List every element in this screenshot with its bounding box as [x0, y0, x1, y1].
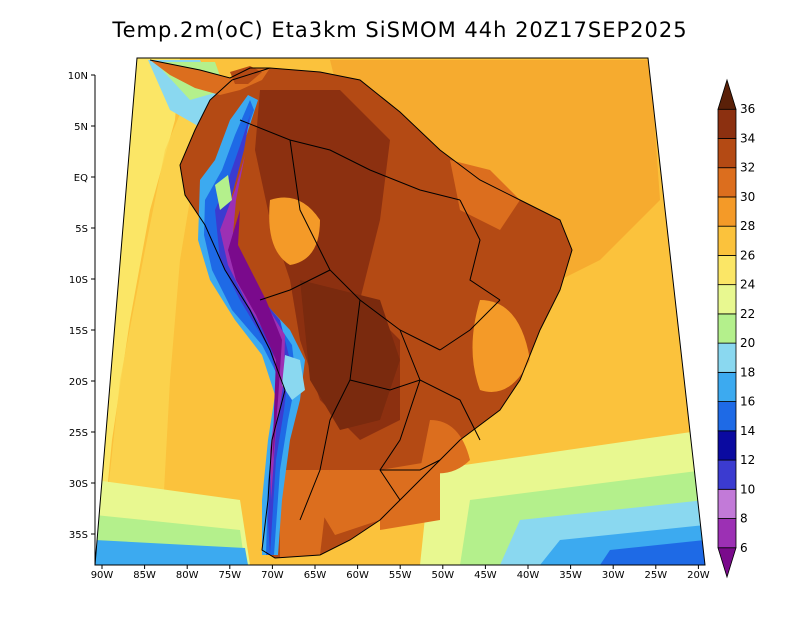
colorbar-bin: [717, 430, 737, 461]
colorbar-tick-label: 16: [740, 395, 755, 409]
colorbar-bin: [717, 78, 737, 110]
colorbar-bin: [717, 255, 737, 286]
temperature-field: [95, 58, 705, 565]
colorbar-bin: [717, 518, 737, 549]
colorbar-bin: [717, 284, 737, 315]
colorbar-bin: [717, 459, 737, 490]
lon-tick-label: 65W: [304, 570, 327, 581]
colorbar-bin: [717, 488, 737, 519]
colorbar-bin: [717, 547, 737, 579]
lat-tick-label: EQ: [74, 173, 88, 184]
map-title: Temp.2m(oC) Eta3km SiSMOM 44h 20Z17SEP20…: [112, 18, 688, 42]
colorbar-tick-label: 22: [740, 307, 755, 321]
lon-tick-label: 40W: [517, 570, 540, 581]
lon-tick-label: 50W: [431, 570, 454, 581]
colorbar-tick-label: 30: [740, 190, 755, 204]
lon-tick-label: 30W: [602, 570, 625, 581]
lat-tick-label: 30S: [69, 479, 88, 490]
lon-tick-label: 35W: [559, 570, 582, 581]
lon-tick-label: 45W: [474, 570, 497, 581]
colorbar-bin: [717, 371, 737, 402]
lon-tick-label: 25W: [644, 570, 667, 581]
colorbar-tick-label: 26: [740, 248, 755, 262]
colorbar-tick-label: 34: [740, 131, 755, 145]
colorbar-tick-label: 8: [740, 512, 748, 526]
colorbar-tick-label: 18: [740, 365, 755, 379]
lat-tick-label: 25S: [69, 428, 88, 439]
colorbar-tick-label: 14: [740, 424, 755, 438]
colorbar-bin: [717, 313, 737, 344]
lat-tick-label: 5S: [75, 224, 88, 235]
lon-tick-label: 85W: [133, 570, 156, 581]
coastlines-borders: [149, 59, 573, 559]
lon-tick-label: 90W: [91, 570, 114, 581]
lon-tick-label: 60W: [346, 570, 369, 581]
colorbar-tick-label: 24: [740, 278, 755, 292]
lat-tick-label: 5N: [74, 122, 88, 133]
colorbar-tick-label: 6: [740, 541, 748, 555]
latitude-axis: 10N 5N EQ 5S 10S 15S 20S 25S 30S 35S: [68, 71, 96, 565]
colorbar-bin: [717, 138, 737, 169]
lon-tick-label: 80W: [176, 570, 199, 581]
colorbar-tick-label: 36: [740, 102, 755, 116]
colorbar-bin: [717, 225, 737, 256]
colorbar-bin: [717, 196, 737, 227]
colorbar-tick-label: 32: [740, 161, 755, 175]
lon-tick-label: 75W: [218, 570, 241, 581]
colorbar-bin: [717, 108, 737, 139]
colorbar-tick-label: 20: [740, 336, 755, 350]
lat-tick-label: 10N: [68, 71, 88, 82]
colorbar-tick-label: 28: [740, 219, 755, 233]
colorbar: 6 8 10 12 14 16 18 20 22 24 26 28 30 32 34 36: [717, 78, 755, 579]
colorbar-bin: [717, 401, 737, 432]
lat-tick-label: 10S: [69, 275, 88, 286]
colorbar-bin: [717, 167, 737, 198]
lon-tick-label: 70W: [261, 570, 284, 581]
lat-tick-label: 35S: [69, 530, 88, 541]
colorbar-bin: [717, 342, 737, 373]
longitude-axis: 90W 85W 80W 75W 70W 65W 60W 55W 50W 45W 40W 35W 30W 2…: [91, 564, 710, 581]
lat-tick-label: 15S: [69, 326, 88, 337]
colorbar-tick-label: 10: [740, 482, 755, 496]
lon-tick-label: 20W: [687, 570, 710, 581]
lat-tick-label: 20S: [69, 377, 88, 388]
colorbar-tick-label: 12: [740, 453, 755, 467]
lon-tick-label: 55W: [389, 570, 412, 581]
